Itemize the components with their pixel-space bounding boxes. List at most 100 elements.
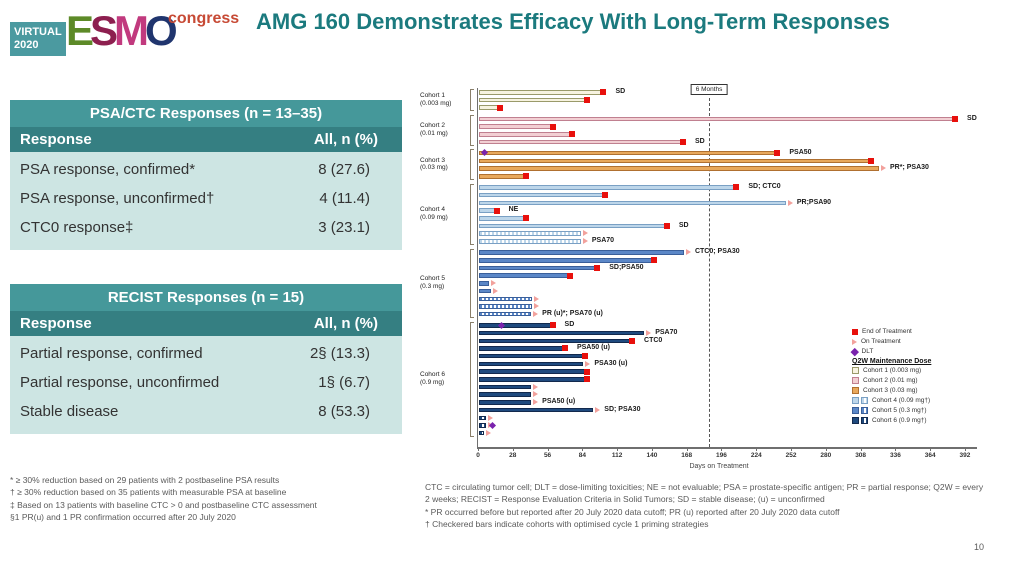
bar-outcome-label: NE xyxy=(508,206,519,214)
row-value: 4 (11.4) xyxy=(319,190,370,207)
row-value: 2§ (13.3) xyxy=(309,345,370,362)
year-label: 2020 xyxy=(14,39,39,52)
congress-label: congress xyxy=(168,10,240,27)
footnotes-left: * ≥ 30% reduction based on 29 patients w… xyxy=(10,474,410,523)
x-tick xyxy=(825,448,827,451)
on-treatment-arrow xyxy=(881,165,887,172)
end-of-treatment-marker xyxy=(629,337,636,344)
legend-cohort-5: Cohort 5 (0.3 mg†) xyxy=(852,407,1008,414)
x-tick-label: 84 xyxy=(578,452,586,459)
swimmer-bar-cohort6 xyxy=(479,392,532,397)
swimmer-bar-cohort4 xyxy=(479,192,606,198)
recist-responses-table: RECIST Responses (n = 15) Response All, … xyxy=(10,284,402,434)
table-header-row: Response All, n (%) xyxy=(10,311,402,336)
table-row: Partial response, unconfirmed 1§ (6.7) xyxy=(10,368,402,397)
legend-cohort-3: Cohort 3 (0.03 mg) xyxy=(852,387,1008,394)
swimmer-bar-cohort4 xyxy=(479,223,668,229)
x-tick xyxy=(582,448,584,451)
end-of-treatment-marker xyxy=(523,215,530,222)
cohort-axis-label: Cohort 3 (0.03 mg) xyxy=(420,156,448,172)
end-of-treatment-marker xyxy=(679,138,686,145)
legend-cohort-1: Cohort 1 (0.003 mg) xyxy=(852,367,1008,374)
swimmer-bar-cohort6 xyxy=(479,330,645,336)
x-tick-label: 112 xyxy=(611,452,623,459)
six-month-label: 6 Months xyxy=(690,84,728,95)
x-tick-label: 28 xyxy=(509,452,517,459)
x-tick xyxy=(547,448,549,451)
swimmer-bar-cohort3 xyxy=(479,174,528,179)
x-tick-label: 392 xyxy=(959,452,971,459)
swimmer-bar-cohort3 xyxy=(479,158,872,164)
swimmer-bar-cohort4 xyxy=(479,216,528,221)
x-tick xyxy=(512,448,514,451)
cohort-axis-label: Cohort 5 (0.3 mg) xyxy=(420,275,445,291)
on-treatment-arrow xyxy=(585,360,591,367)
table-header-row: Response All, n (%) xyxy=(10,127,402,152)
cohort-axis-label: Cohort 2 (0.01 mg) xyxy=(420,122,448,138)
bar-outcome-label: PR;PSA90 xyxy=(796,198,832,206)
end-of-treatment-marker xyxy=(774,150,781,157)
psa-ctc-responses-table: PSA/CTC Responses (n = 13–35) Response A… xyxy=(10,100,402,250)
swimmer-bar-cohort5 xyxy=(479,273,571,278)
swimmer-bar-cohort5 xyxy=(479,258,656,263)
dlt-marker xyxy=(489,421,497,429)
bar-outcome-label: SD; PSA30 xyxy=(604,405,641,413)
row-value: 8 (53.3) xyxy=(318,403,370,420)
on-treatment-arrow xyxy=(534,295,540,302)
bar-outcome-label: CTC0; PSA30 xyxy=(694,248,740,256)
esmo-wordmark: ESMO xyxy=(66,7,178,54)
end-of-treatment-marker xyxy=(663,222,670,229)
x-tick-label: 196 xyxy=(716,452,727,459)
slide-title: AMG 160 Demonstrates Efficacy With Long-… xyxy=(256,9,890,34)
end-of-treatment-marker xyxy=(493,207,500,214)
footnote: * PR occurred before but reported after … xyxy=(425,506,840,517)
on-treatment-arrow xyxy=(533,399,539,406)
bar-outcome-label: PSA50 (u) xyxy=(576,344,611,352)
legend-dlt: DLT xyxy=(850,347,1008,356)
bar-outcome-label: PSA50 (u) xyxy=(542,398,576,406)
x-tick-label: 308 xyxy=(855,452,867,459)
end-of-treatment-marker xyxy=(733,184,740,191)
swimmer-bar-cohort5 xyxy=(479,250,684,255)
cohort-bracket xyxy=(470,115,474,146)
legend-cohort-6: Cohort 6 (0.9 mg†) xyxy=(852,417,1008,424)
swimmer-bar-cohort3 xyxy=(479,150,779,156)
row-value: 1§ (6.7) xyxy=(318,374,370,391)
swimmer-bar-cohort5 xyxy=(479,288,492,294)
swimmer-bar-cohort6 xyxy=(479,361,584,367)
cohort-bracket xyxy=(470,149,474,180)
end-of-treatment-marker xyxy=(600,89,607,96)
swimmer-bar-cohort6 xyxy=(479,338,634,343)
x-tick xyxy=(964,448,966,451)
row-label: Partial response, unconfirmed xyxy=(20,374,220,391)
end-of-treatment-marker xyxy=(569,131,576,138)
swimmer-bar-cohort6 xyxy=(479,323,554,328)
bar-outcome-label: PR (u)*; PSA70 (u) xyxy=(542,309,603,317)
x-tick-label: 0 xyxy=(476,452,480,459)
swimmer-bar-cohort5 xyxy=(479,311,532,317)
end-of-treatment-marker xyxy=(584,376,591,383)
bar-outcome-label: PSA70 xyxy=(655,328,678,336)
table-row: Partial response, confirmed 2§ (13.3) xyxy=(10,339,402,368)
x-tick xyxy=(686,448,688,451)
six-month-line xyxy=(709,98,711,447)
swimmer-bar-cohort6 xyxy=(479,400,532,405)
on-treatment-arrow xyxy=(493,287,499,294)
legend-end-of-treatment: End of Treatment xyxy=(852,328,1008,335)
footnotes-right: CTC = circulating tumor cell; DLT = dose… xyxy=(425,481,990,530)
table-row: PSA response, unconfirmed† 4 (11.4) xyxy=(10,184,402,213)
end-of-treatment-marker xyxy=(584,368,591,375)
x-axis-title: Days on Treatment xyxy=(689,463,749,470)
table-title: RECIST Responses (n = 15) xyxy=(10,284,402,311)
chart-legend: End of Treatment On Treatment DLT Q2W Maint… xyxy=(850,328,1008,427)
end-of-treatment-marker xyxy=(581,353,588,360)
end-of-treatment-marker xyxy=(584,96,591,103)
row-value: 3 (23.1) xyxy=(318,219,370,236)
cohort-bracket xyxy=(470,248,474,318)
x-tick xyxy=(721,448,723,451)
table-title: PSA/CTC Responses (n = 13–35) xyxy=(10,100,402,127)
table-body: Partial response, confirmed 2§ (13.3) Pa… xyxy=(10,336,402,434)
end-of-treatment-marker xyxy=(651,257,658,264)
footnote: §1 PR(u) and 1 PR confirmation occurred … xyxy=(10,511,236,522)
row-label: PSA response, unconfirmed† xyxy=(20,190,215,207)
